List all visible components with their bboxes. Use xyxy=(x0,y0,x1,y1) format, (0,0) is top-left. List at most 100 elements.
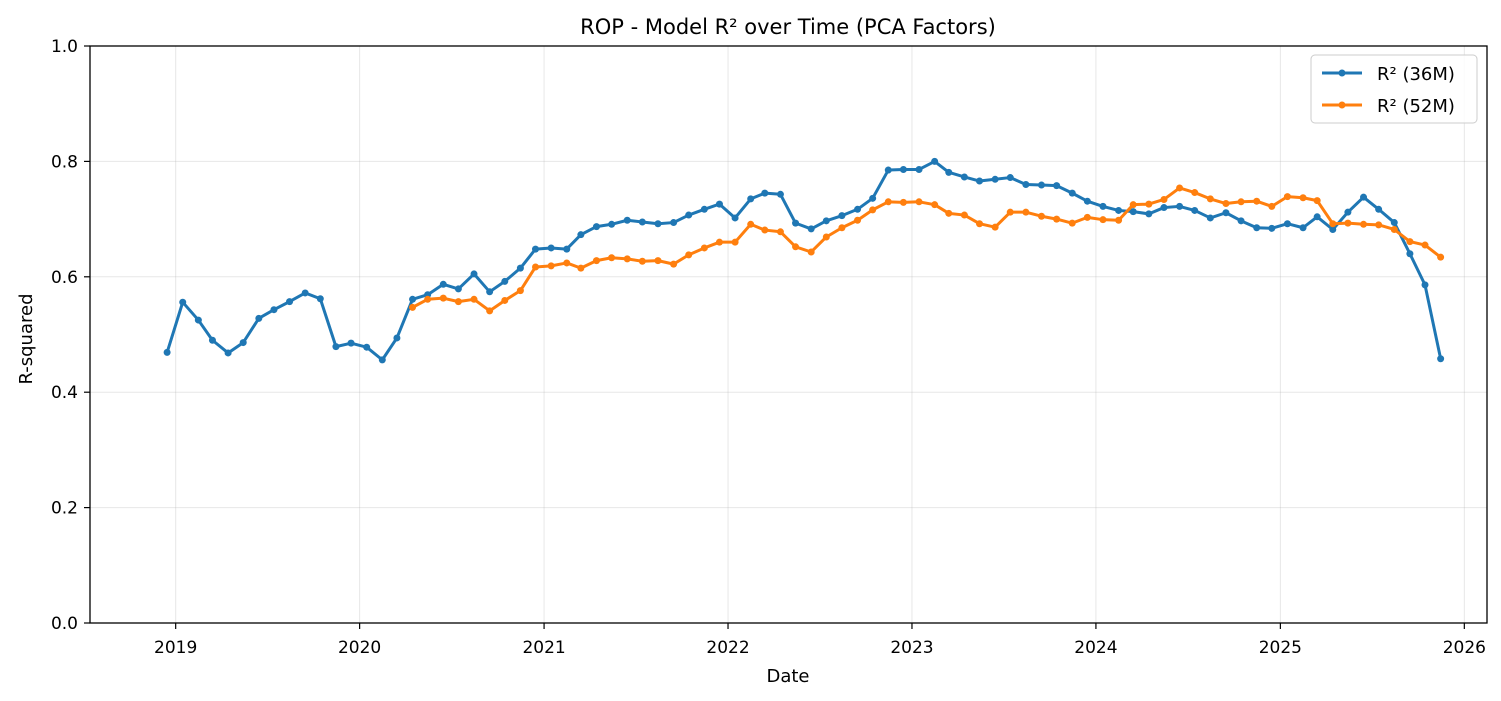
data-point xyxy=(501,277,509,285)
data-point xyxy=(1083,213,1091,221)
data-point xyxy=(301,289,309,297)
data-point xyxy=(470,270,478,278)
data-point xyxy=(1145,200,1153,208)
data-point xyxy=(409,303,417,311)
data-point xyxy=(776,228,784,236)
data-point xyxy=(1083,197,1091,205)
data-point xyxy=(1283,220,1291,228)
data-point xyxy=(1191,206,1199,214)
data-point xyxy=(1344,208,1352,216)
data-point xyxy=(563,245,571,253)
y-tick-label: 0.4 xyxy=(51,383,78,403)
chart-title: ROP - Model R² over Time (PCA Factors) xyxy=(580,15,996,39)
data-point xyxy=(1037,212,1045,220)
legend: R² (36M) R² (52M) xyxy=(1310,54,1478,124)
data-point xyxy=(638,257,646,265)
data-point xyxy=(1253,197,1261,205)
data-point xyxy=(1344,219,1352,227)
data-point xyxy=(1222,209,1230,217)
data-point xyxy=(654,220,662,228)
data-point xyxy=(1390,225,1398,233)
y-axis-label: R-squared xyxy=(16,293,37,384)
data-point xyxy=(1145,210,1153,218)
data-point xyxy=(761,189,769,197)
data-point xyxy=(1360,220,1368,228)
data-point xyxy=(960,173,968,181)
data-point xyxy=(792,219,800,227)
data-point xyxy=(976,220,983,228)
y-tick-label: 0.8 xyxy=(51,152,78,172)
data-point xyxy=(623,216,631,224)
data-point xyxy=(623,255,631,263)
data-point xyxy=(1421,241,1429,249)
data-point xyxy=(532,263,540,271)
data-point xyxy=(1006,174,1014,182)
axis-ticks: 2019 2020 2021 2022 2023 2024 2025 2026 0.0 0.2 0.… xyxy=(51,37,1486,658)
data-point xyxy=(1329,225,1337,233)
data-point xyxy=(1268,224,1276,232)
data-point xyxy=(363,343,371,351)
data-point xyxy=(501,296,509,304)
data-point xyxy=(700,205,708,213)
data-point xyxy=(807,248,815,256)
data-point xyxy=(884,198,892,206)
data-point xyxy=(899,198,907,206)
data-point xyxy=(486,288,494,296)
data-point xyxy=(547,244,555,252)
data-point xyxy=(1406,250,1414,258)
data-point xyxy=(1037,181,1045,189)
data-point xyxy=(1022,208,1030,216)
data-point xyxy=(577,231,585,239)
data-point xyxy=(1437,253,1445,261)
data-point xyxy=(439,294,447,302)
x-tick-label: 2019 xyxy=(154,638,197,658)
data-point xyxy=(577,264,585,272)
data-point xyxy=(670,260,678,268)
data-point xyxy=(761,226,769,234)
x-tick-label: 2026 xyxy=(1443,638,1486,658)
data-point xyxy=(608,220,616,228)
legend-marker-36m xyxy=(1338,69,1346,77)
data-point xyxy=(991,223,999,231)
data-point xyxy=(854,216,862,224)
y-tick-label: 0.2 xyxy=(51,499,78,519)
data-point xyxy=(179,298,187,306)
data-point xyxy=(747,195,755,203)
data-point xyxy=(869,206,877,214)
data-point xyxy=(1299,194,1307,202)
data-point xyxy=(1068,189,1076,197)
data-point xyxy=(239,339,247,347)
data-point xyxy=(454,285,462,293)
data-point xyxy=(454,298,462,306)
data-point xyxy=(393,334,401,342)
legend-label-36m: R² (36M) xyxy=(1377,64,1455,85)
data-point xyxy=(991,175,999,183)
x-tick-label: 2024 xyxy=(1074,638,1117,658)
data-point xyxy=(1329,220,1337,228)
data-point xyxy=(931,201,939,209)
data-point xyxy=(700,244,708,252)
data-point xyxy=(854,205,862,213)
data-point xyxy=(869,194,877,202)
data-point xyxy=(976,177,983,185)
y-tick-label: 0.0 xyxy=(51,614,78,634)
data-point xyxy=(715,200,723,208)
data-point xyxy=(899,165,907,173)
data-point xyxy=(439,280,447,288)
data-point xyxy=(1390,219,1398,227)
data-point xyxy=(1115,216,1123,224)
data-point xyxy=(838,212,846,220)
data-point xyxy=(563,259,571,267)
data-point xyxy=(1053,215,1061,223)
data-point xyxy=(915,165,923,173)
data-point xyxy=(532,245,540,253)
data-point xyxy=(516,287,524,295)
data-point xyxy=(424,295,432,303)
data-point xyxy=(1283,193,1291,201)
data-point xyxy=(592,257,600,265)
data-point xyxy=(1160,195,1168,203)
data-point xyxy=(670,219,678,227)
data-point xyxy=(792,243,800,251)
data-point xyxy=(654,257,662,265)
